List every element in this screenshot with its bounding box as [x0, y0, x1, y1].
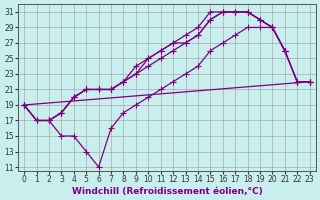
X-axis label: Windchill (Refroidissement éolien,°C): Windchill (Refroidissement éolien,°C)	[72, 187, 262, 196]
